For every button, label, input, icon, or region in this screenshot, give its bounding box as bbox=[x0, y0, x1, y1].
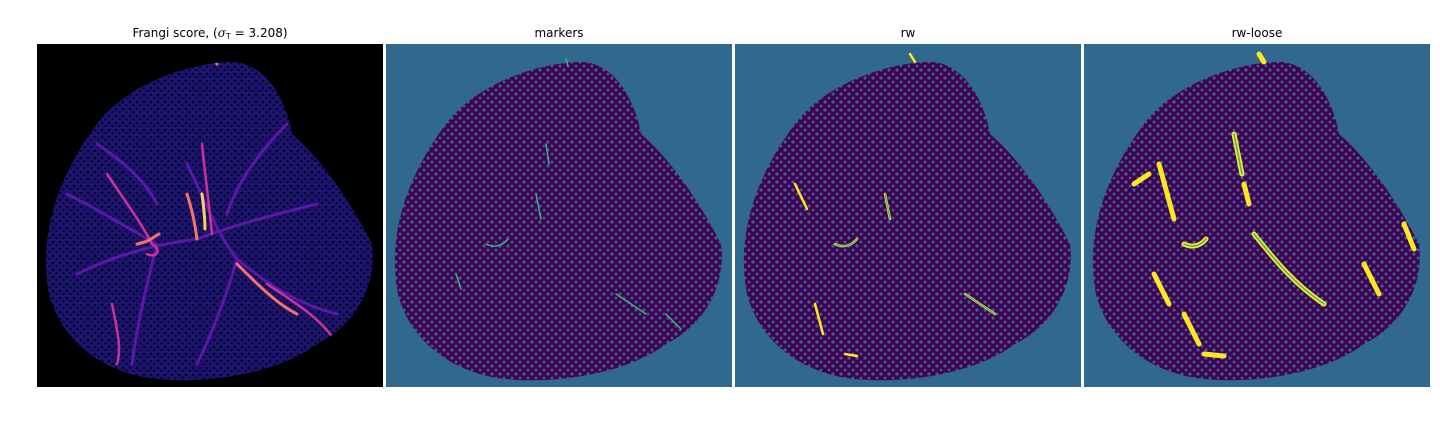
rw-loose-image bbox=[1084, 44, 1430, 387]
rw-image bbox=[735, 44, 1081, 387]
markers-image-svg bbox=[386, 44, 732, 387]
panel-title-rw: rw bbox=[900, 26, 916, 40]
rw-image-svg bbox=[735, 44, 1081, 387]
markers-image bbox=[386, 44, 732, 387]
frangi-image-svg bbox=[37, 44, 383, 387]
rw-loose-image-svg bbox=[1084, 44, 1430, 387]
frangi-image bbox=[37, 44, 383, 387]
panel-title-rw-loose: rw-loose bbox=[1231, 26, 1283, 40]
panel-title-markers: markers bbox=[534, 26, 584, 40]
panel-title-frangi: Frangi score, (σT = 3.208) bbox=[132, 26, 288, 41]
